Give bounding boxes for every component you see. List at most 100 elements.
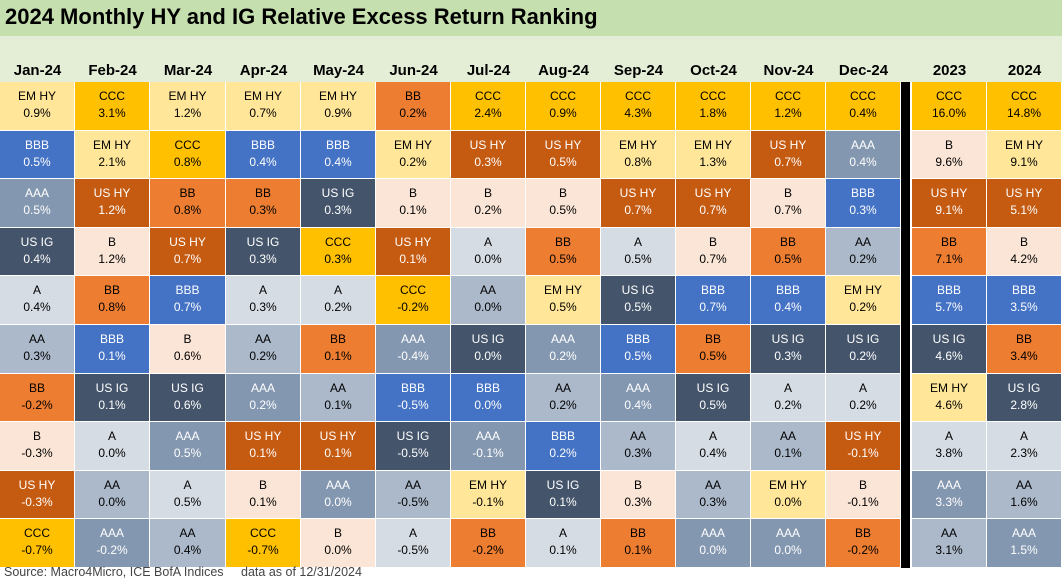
cell-index-label: US IG [846, 332, 880, 346]
rank-cell-may-24-7: AA 0.1% [301, 373, 376, 423]
cell-index-label: CCC [625, 89, 651, 103]
rank-cell-sep-24-1: CCC 4.3% [601, 82, 676, 131]
rank-cell-may-24-10: B 0.0% [301, 519, 376, 568]
rank-cell-2023-1: CCC 16.0% [912, 82, 987, 131]
rank-cell-feb-24-4: B 1.2% [75, 227, 150, 277]
rank-cell-feb-24-7: US IG 0.1% [75, 373, 150, 423]
cell-index-label: EM HY [693, 137, 732, 152]
cell-index-label: BB [479, 526, 496, 541]
cell-index-label: B [107, 234, 116, 249]
cell-index-label: BB [404, 89, 421, 103]
column-header-sep-24: Sep-24 [613, 62, 664, 79]
rank-cell-apr-24-5: A 0.3% [226, 276, 301, 325]
rank-cell-dec-24-8: US HY -0.1% [826, 422, 901, 471]
cell-return-value: 0.1% [324, 349, 352, 363]
rank-cell-oct-24-7: US IG 0.5% [676, 373, 751, 423]
chart-title: 2024 Monthly HY and IG Relative Excess R… [5, 4, 598, 29]
rank-cell-feb-24-1: CCC 3.1% [75, 82, 150, 131]
cell-index-label: BBB [625, 332, 650, 346]
rank-cell-jul-24-9: EM HY -0.1% [451, 470, 526, 520]
cell-index-label: BBB [325, 137, 350, 152]
rank-cell-sep-24-5: US IG 0.5% [601, 276, 676, 325]
cell-return-value: 0.0% [98, 494, 126, 509]
cell-return-value: 0.2% [249, 397, 277, 412]
cell-index-label: CCC [174, 137, 201, 152]
cell-return-value: -0.7% [247, 543, 279, 558]
cell-index-label: AAA [625, 380, 650, 395]
cell-return-value: 9.1% [1010, 154, 1038, 169]
cell-return-value: 5.7% [935, 300, 963, 315]
cell-index-label: CCC [250, 526, 276, 541]
cell-return-value: -0.5% [397, 543, 429, 558]
rank-cell-oct-24-1: CCC 1.8% [676, 82, 751, 131]
rank-cell-apr-24-6: AA 0.2% [226, 325, 301, 374]
rank-cell-may-24-9: AAA 0.0% [301, 470, 376, 520]
cell-return-value: -0.5% [397, 397, 429, 412]
rank-cell-aug-24-2: US HY 0.5% [526, 130, 601, 180]
header-band [0, 36, 1062, 82]
cell-return-value: 0.9% [549, 106, 577, 120]
column-header-apr-24: Apr-24 [239, 62, 288, 79]
cell-return-value: 0.2% [399, 154, 427, 169]
cell-return-value: -0.3% [21, 446, 53, 461]
cell-index-label: BB [940, 234, 957, 249]
rank-cell-jun-24-9: AA -0.5% [376, 470, 451, 520]
cell-return-value: 0.5% [549, 251, 577, 266]
cell-return-value: 0.9% [23, 106, 51, 120]
cell-return-value: 3.3% [935, 494, 963, 509]
rank-cell-mar-24-8: AAA 0.5% [150, 422, 226, 471]
cell-return-value: 0.3% [699, 494, 727, 509]
cell-return-value: 0.3% [23, 349, 51, 363]
cell-return-value: 0.1% [249, 446, 277, 461]
cell-index-label: US IG [396, 429, 430, 444]
cell-return-value: 0.0% [98, 446, 126, 461]
cell-index-label: US HY [1005, 186, 1043, 201]
cell-index-label: EM HY [393, 137, 432, 152]
cell-return-value: 14.8% [1006, 106, 1042, 120]
cell-return-value: 0.4% [23, 251, 51, 266]
rank-cell-feb-24-3: US HY 1.2% [75, 179, 150, 228]
cell-return-value: 0.2% [849, 251, 877, 266]
rank-cell-nov-24-6: US IG 0.3% [751, 325, 826, 374]
cell-return-value: 0.5% [774, 251, 802, 266]
cell-return-value: 0.2% [549, 446, 577, 461]
cell-index-label: US IG [932, 332, 966, 346]
rank-cell-jun-24-8: US IG -0.5% [376, 422, 451, 471]
cell-index-label: AAA [936, 477, 961, 492]
rank-cell-may-24-8: US HY 0.1% [301, 422, 376, 471]
rank-cell-jun-24-7: BBB -0.5% [376, 373, 451, 423]
cell-index-label: EM HY [92, 137, 131, 152]
rank-cell-jan-24-5: A 0.4% [0, 276, 75, 325]
cell-return-value: 0.2% [849, 349, 877, 363]
cell-index-label: AAA [250, 380, 275, 395]
cell-return-value: 3.8% [935, 446, 963, 461]
cell-index-label: BB [704, 332, 721, 346]
cell-return-value: 0.8% [624, 154, 652, 169]
cell-index-label: US HY [694, 186, 732, 201]
cell-index-label: CCC [700, 89, 726, 103]
rank-cell-jul-24-4: A 0.0% [451, 227, 526, 277]
rank-cell-mar-24-1: EM HY 1.2% [150, 82, 226, 131]
cell-return-value: 0.4% [849, 106, 877, 120]
cell-index-label: US IG [621, 283, 655, 298]
cell-index-label: A [558, 526, 567, 541]
cell-index-label: A [1019, 429, 1028, 444]
cell-return-value: 3.5% [1010, 300, 1038, 315]
rank-cell-2024-7: US IG 2.8% [987, 373, 1062, 423]
cell-index-label: AA [854, 234, 871, 249]
cell-index-label: US IG [95, 380, 129, 395]
cell-index-label: EM HY [468, 477, 507, 492]
rank-cell-dec-24-1: CCC 0.4% [826, 82, 901, 131]
cell-index-label: AA [479, 283, 496, 298]
cell-return-value: 0.4% [324, 154, 352, 169]
rank-cell-dec-24-2: AAA 0.4% [826, 130, 901, 180]
cell-index-label: BBB [700, 283, 725, 298]
rank-cell-feb-24-8: A 0.0% [75, 422, 150, 471]
cell-return-value: 0.3% [324, 251, 352, 266]
cell-return-value: 0.2% [774, 397, 802, 412]
rank-cell-2024-5: BBB 3.5% [987, 276, 1062, 325]
rank-cell-aug-24-7: AA 0.2% [526, 373, 601, 423]
rank-cell-dec-24-6: US IG 0.2% [826, 325, 901, 374]
cell-index-label: US HY [394, 234, 432, 249]
cell-index-label: US IG [696, 380, 730, 395]
